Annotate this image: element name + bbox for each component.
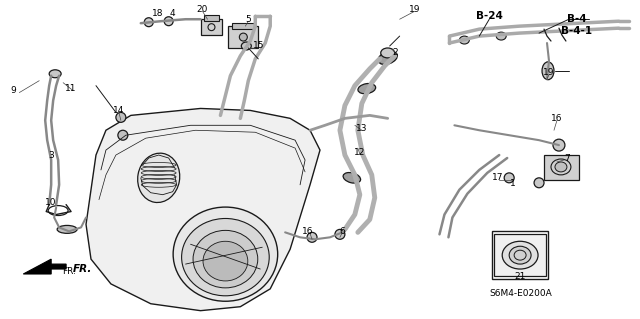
Ellipse shape bbox=[138, 153, 180, 203]
Text: 12: 12 bbox=[354, 148, 365, 157]
Ellipse shape bbox=[335, 229, 345, 239]
Ellipse shape bbox=[460, 36, 469, 44]
Text: 5: 5 bbox=[245, 15, 251, 24]
Text: 19: 19 bbox=[543, 68, 555, 77]
Ellipse shape bbox=[241, 42, 252, 50]
Ellipse shape bbox=[239, 33, 247, 41]
Ellipse shape bbox=[116, 112, 126, 122]
Bar bbox=[544, 155, 579, 180]
Text: FR.: FR. bbox=[73, 264, 92, 274]
Polygon shape bbox=[23, 259, 66, 274]
Bar bbox=[494, 234, 546, 276]
Text: 9: 9 bbox=[10, 86, 16, 95]
Text: 16: 16 bbox=[302, 227, 314, 236]
Text: 19: 19 bbox=[409, 5, 420, 14]
Ellipse shape bbox=[193, 230, 258, 288]
Ellipse shape bbox=[358, 84, 376, 94]
Ellipse shape bbox=[534, 178, 544, 188]
Text: 4: 4 bbox=[170, 9, 175, 18]
Ellipse shape bbox=[502, 241, 538, 269]
Ellipse shape bbox=[555, 162, 567, 172]
Text: 20: 20 bbox=[197, 5, 208, 14]
Text: 7: 7 bbox=[564, 153, 570, 162]
Ellipse shape bbox=[144, 18, 153, 27]
Text: B-4-1: B-4-1 bbox=[561, 26, 593, 36]
Text: 2: 2 bbox=[392, 48, 397, 57]
Ellipse shape bbox=[553, 139, 565, 151]
Text: 15: 15 bbox=[253, 41, 264, 50]
Ellipse shape bbox=[542, 62, 554, 80]
Ellipse shape bbox=[182, 219, 269, 296]
Text: 18: 18 bbox=[152, 9, 163, 18]
Text: 10: 10 bbox=[45, 198, 57, 207]
Bar bbox=[204, 15, 220, 21]
Ellipse shape bbox=[307, 232, 317, 242]
Ellipse shape bbox=[509, 246, 531, 264]
Ellipse shape bbox=[173, 207, 278, 301]
Text: 17: 17 bbox=[492, 173, 503, 182]
Text: S6M4-E0200A: S6M4-E0200A bbox=[489, 289, 552, 298]
Text: 14: 14 bbox=[113, 106, 125, 115]
Bar bbox=[200, 19, 223, 35]
Text: B-4: B-4 bbox=[567, 14, 587, 24]
Bar bbox=[228, 26, 259, 48]
Text: FR.: FR. bbox=[62, 266, 76, 276]
Text: 16: 16 bbox=[551, 114, 563, 123]
Text: 11: 11 bbox=[65, 84, 77, 93]
Ellipse shape bbox=[203, 241, 248, 281]
Text: 6: 6 bbox=[339, 227, 345, 236]
Ellipse shape bbox=[57, 226, 77, 234]
Text: 13: 13 bbox=[356, 124, 367, 133]
Text: 1: 1 bbox=[510, 179, 516, 188]
Polygon shape bbox=[86, 108, 320, 311]
Ellipse shape bbox=[381, 48, 395, 58]
Ellipse shape bbox=[496, 32, 506, 40]
Bar bbox=[492, 231, 548, 279]
Ellipse shape bbox=[49, 70, 61, 78]
Ellipse shape bbox=[504, 173, 514, 183]
Text: B-24: B-24 bbox=[476, 11, 502, 21]
Ellipse shape bbox=[378, 51, 397, 64]
Bar bbox=[232, 23, 254, 29]
Text: 3: 3 bbox=[48, 151, 54, 160]
Ellipse shape bbox=[164, 17, 173, 26]
Text: 21: 21 bbox=[515, 272, 526, 281]
Ellipse shape bbox=[118, 130, 128, 140]
Ellipse shape bbox=[343, 173, 360, 183]
